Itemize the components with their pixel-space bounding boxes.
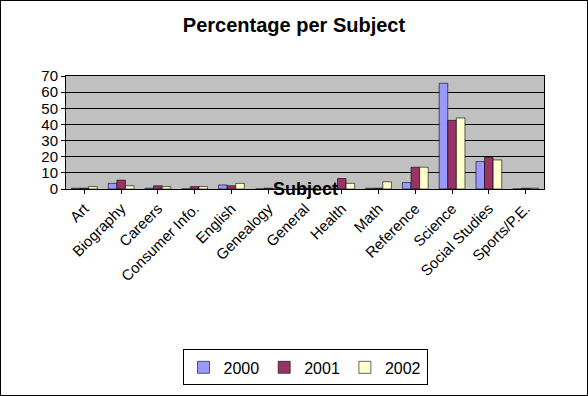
- svg-text:Subject: Subject: [273, 179, 338, 199]
- svg-text:2002: 2002: [385, 360, 421, 377]
- svg-text:30: 30: [41, 132, 58, 149]
- svg-text:0: 0: [50, 180, 58, 197]
- svg-text:Careers: Careers: [116, 200, 166, 250]
- svg-text:Art: Art: [66, 199, 92, 225]
- svg-text:60: 60: [41, 83, 58, 100]
- svg-text:Percentage per Subject: Percentage per Subject: [183, 14, 406, 36]
- svg-text:10: 10: [41, 164, 58, 181]
- svg-text:Social Studies: Social Studies: [417, 200, 496, 279]
- svg-text:Science: Science: [410, 200, 460, 250]
- svg-text:Consumer Info.: Consumer Info.: [118, 200, 203, 285]
- svg-text:50: 50: [41, 100, 58, 117]
- svg-text:Biography: Biography: [69, 200, 129, 260]
- svg-text:English: English: [192, 200, 239, 247]
- svg-text:2001: 2001: [304, 360, 340, 377]
- svg-text:20: 20: [41, 148, 58, 165]
- svg-text:Math: Math: [350, 200, 386, 236]
- svg-text:70: 70: [41, 67, 58, 84]
- svg-text:Reference: Reference: [362, 200, 423, 261]
- svg-text:2000: 2000: [224, 360, 260, 377]
- svg-text:Genealogy: Genealogy: [212, 200, 276, 264]
- svg-text:Sports/P.E.: Sports/P.E.: [469, 200, 533, 264]
- svg-text:General: General: [263, 200, 313, 250]
- svg-text:40: 40: [41, 116, 58, 133]
- svg-text:Health: Health: [307, 200, 350, 243]
